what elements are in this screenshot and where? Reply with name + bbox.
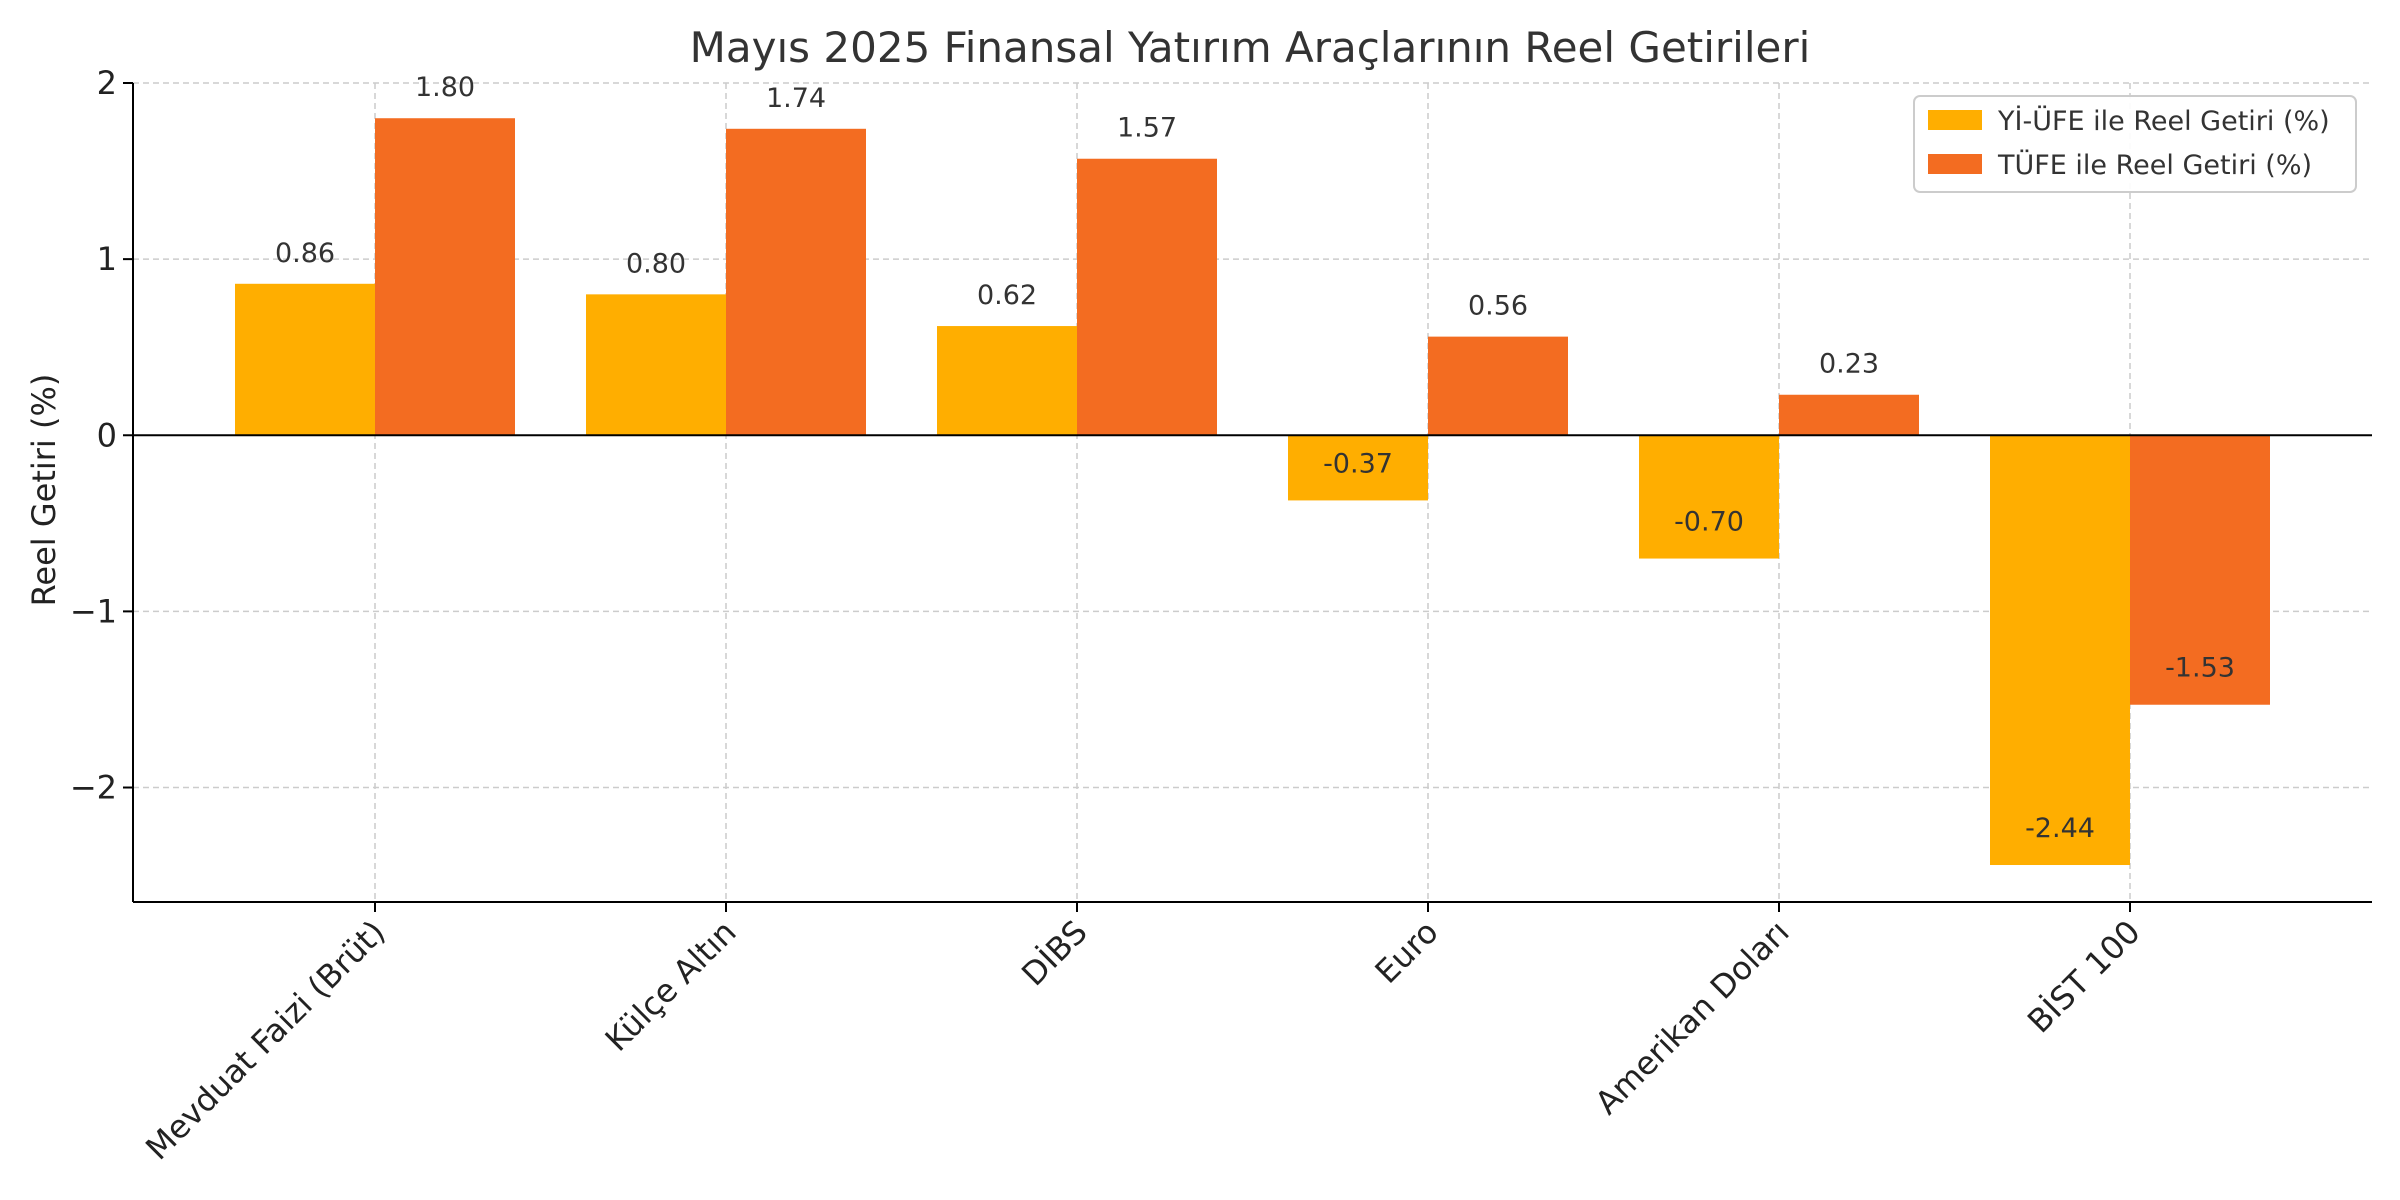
legend-label: Yİ-ÜFE ile Reel Getiri (%) [1997,105,2330,137]
bar [726,128,866,436]
legend-swatch [1928,154,1982,174]
x-tick-label: DİBS [1014,913,1094,993]
bar-value-label: -1.53 [2165,653,2235,684]
bar [235,283,375,436]
bar-value-label: 0.62 [977,280,1037,311]
y-tick-label: 1 [97,240,117,278]
bar [2130,435,2270,705]
legend-swatch [1928,110,1982,130]
bar-value-label: -2.44 [2025,813,2095,844]
bar [1990,435,2130,866]
y-tick-label: 2 [97,64,117,102]
legend[interactable]: Yİ-ÜFE ile Reel Getiri (%) TÜFE ile Reel … [1913,95,2357,193]
axes [123,82,2372,912]
bar [1428,336,1568,436]
y-tick-label: 0 [97,416,117,454]
legend-box [1913,95,2357,193]
bar-value-label: 0.80 [626,248,686,279]
y-tick-label: −2 [70,769,117,807]
y-axis-label: Reel Getiri (%) [25,374,63,607]
value-labels: 0.86 0.80 0.62 -0.37 -0.70 -2.44 1.80 1.74 1.57 0… [275,72,2235,844]
bar-value-label: -0.37 [1323,448,1393,479]
bar [937,326,1077,436]
chart-title: Mayıs 2025 Finansal Yatırım Araçlarının … [690,23,1811,72]
x-tick-label: Külçe Altın [598,913,744,1059]
bar-value-label: 0.56 [1468,291,1528,322]
bar-value-label: 1.74 [766,83,826,114]
bar-value-label: 0.86 [275,238,335,269]
bar [1639,435,1779,559]
y-tick-label: −1 [70,592,117,630]
x-tick-label: Mevduat Faizi (Brüt) [138,913,392,1167]
bars [235,118,2270,866]
x-tick-label: Amerikan Doları [1588,913,1797,1122]
bar [586,294,726,436]
legend-label: TÜFE ile Reel Getiri (%) [1997,149,2312,181]
x-tick-label: Euro [1367,913,1445,991]
bar [1779,394,1919,436]
bar-value-label: 1.80 [415,72,475,103]
bar-value-label: -0.70 [1674,507,1744,538]
bar [1288,435,1428,501]
bar-value-label: 1.57 [1117,113,1177,144]
bar [1077,158,1217,436]
bar-value-label: 0.23 [1819,349,1879,380]
x-tick-label: BİST 100 [2020,913,2148,1041]
bar [375,118,515,436]
